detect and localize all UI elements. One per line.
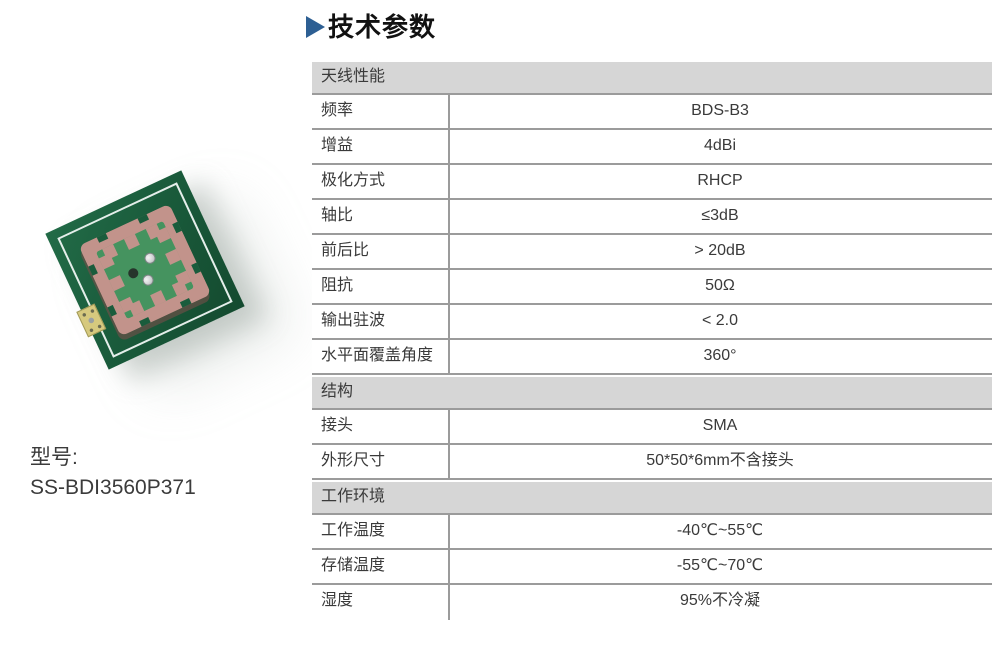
table-row: 存储温度 -55℃~70℃ xyxy=(312,550,992,585)
row-value: > 20dB xyxy=(694,242,746,259)
row-value: 50Ω xyxy=(705,277,735,294)
row-value: RHCP xyxy=(697,172,743,189)
table-row: 工作温度 -40℃~55℃ xyxy=(312,515,992,550)
table-row: 极化方式 RHCP xyxy=(312,165,992,200)
table-row: 水平面覆盖角度 360° xyxy=(312,340,992,375)
model-block: 型号: SS-BDI3560P371 xyxy=(30,443,196,503)
row-label: 水平面覆盖角度 xyxy=(321,347,434,364)
row-label: 接头 xyxy=(321,417,354,434)
row-label: 湿度 xyxy=(321,592,354,609)
spec-table: 天线性能 频率 BDS-B3 增益 4dBi 极化方式 RHCP 轴比 ≤3dB… xyxy=(312,62,992,620)
spec-section-structure: 结构 接头 SMA 外形尺寸 50*50*6mm不含接头 xyxy=(312,377,992,480)
row-value: BDS-B3 xyxy=(691,102,749,119)
spec-section-antenna-performance: 天线性能 频率 BDS-B3 增益 4dBi 极化方式 RHCP 轴比 ≤3dB… xyxy=(312,62,992,375)
row-label: 极化方式 xyxy=(321,172,386,189)
row-label: 频率 xyxy=(321,102,354,119)
title-arrow-icon xyxy=(306,16,325,38)
table-row: 阻抗 50Ω xyxy=(312,270,992,305)
table-row: 频率 BDS-B3 xyxy=(312,95,992,130)
model-number: SS-BDI3560P371 xyxy=(30,476,196,499)
table-row: 接头 SMA xyxy=(312,410,992,445)
row-value: 4dBi xyxy=(703,137,737,154)
row-label: 输出驻波 xyxy=(321,312,386,329)
row-label: 外形尺寸 xyxy=(321,452,386,469)
row-value: 50*50*6mm不含接头 xyxy=(646,452,794,469)
table-row: 前后比 > 20dB xyxy=(312,235,992,270)
row-value: -55℃~70℃ xyxy=(676,557,764,574)
table-row: 湿度 95%不冷凝 xyxy=(312,585,992,620)
row-value: 95%不冷凝 xyxy=(679,592,761,609)
spec-section-environment: 工作环境 工作温度 -40℃~55℃ 存储温度 -55℃~70℃ 湿度 95%不… xyxy=(312,482,992,620)
row-value: ≤3dB xyxy=(701,207,739,224)
row-label: 工作温度 xyxy=(321,522,386,539)
pcb-board xyxy=(45,170,245,370)
section-title-bar: 技术参数 xyxy=(306,12,436,42)
row-label: 增益 xyxy=(321,137,354,154)
row-value: -40℃~55℃ xyxy=(676,522,764,539)
table-row: 输出驻波 < 2.0 xyxy=(312,305,992,340)
section-header: 天线性能 xyxy=(312,62,992,95)
row-label: 阻抗 xyxy=(321,277,354,294)
page-title: 技术参数 xyxy=(328,12,437,42)
product-photo xyxy=(0,140,310,440)
row-label: 存储温度 xyxy=(321,557,386,574)
row-label: 前后比 xyxy=(321,242,370,259)
table-row: 增益 4dBi xyxy=(312,130,992,165)
section-header: 结构 xyxy=(312,377,992,410)
row-value: 360° xyxy=(703,347,737,364)
patch-top-surface xyxy=(95,220,195,320)
row-label: 轴比 xyxy=(321,207,354,224)
table-row: 轴比 ≤3dB xyxy=(312,200,992,235)
table-row: 外形尺寸 50*50*6mm不含接头 xyxy=(312,445,992,480)
row-value: < 2.0 xyxy=(701,312,739,329)
section-header: 工作环境 xyxy=(312,482,992,515)
model-label: 型号: xyxy=(30,446,78,469)
row-value: SMA xyxy=(702,417,738,434)
